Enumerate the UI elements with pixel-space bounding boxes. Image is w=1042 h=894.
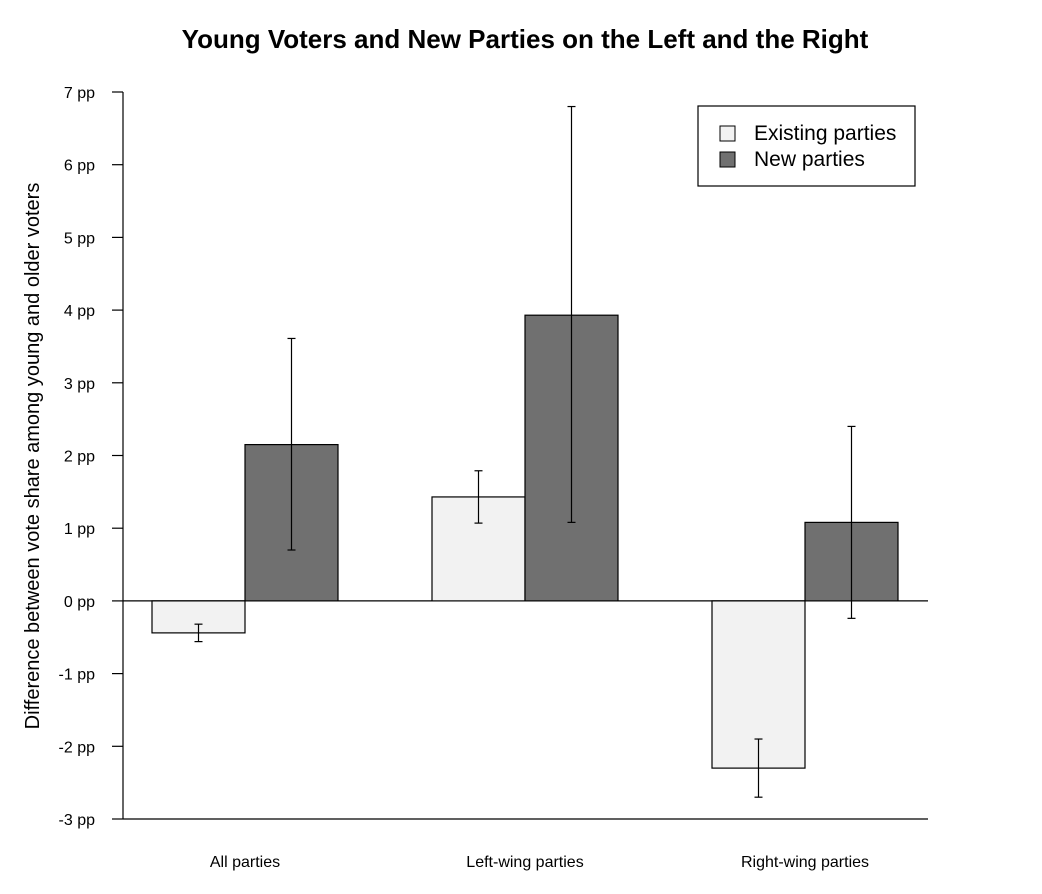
y-axis: -3 pp -2 pp -1 pp 0 pp 1 pp 2 pp 3 pp 4 pp 5 pp 6… — [59, 85, 124, 829]
legend-swatch-existing — [719, 125, 736, 142]
y-tick-label: 7 pp — [64, 85, 95, 102]
y-tick-label: -1 pp — [59, 667, 96, 684]
category-label: All parties — [210, 854, 280, 871]
y-tick-label: 6 pp — [64, 158, 95, 175]
chart-title: Young Voters and New Parties on the Left… — [182, 24, 869, 54]
legend-box — [697, 105, 916, 187]
category-labels: All parties Left-wing parties Right-wing p… — [210, 854, 869, 871]
category-label: Right-wing parties — [741, 854, 869, 871]
y-tick-label: -2 pp — [59, 739, 96, 756]
legend-swatch-new — [719, 151, 736, 168]
legend-label-new: New parties — [754, 148, 865, 171]
y-tick-label: 1 pp — [64, 521, 95, 538]
y-tick-label: 2 pp — [64, 449, 95, 466]
bars — [151, 314, 899, 769]
y-tick-label: -3 pp — [59, 812, 96, 829]
y-tick-label: 0 pp — [64, 594, 95, 611]
y-axis-title: Difference between vote share among youn… — [22, 183, 44, 730]
legend: Existing parties New parties — [697, 105, 916, 187]
y-tick-label: 5 pp — [64, 230, 95, 247]
y-tick-label: 3 pp — [64, 376, 95, 393]
legend-label-existing: Existing parties — [754, 122, 896, 145]
error-bars — [194, 105, 856, 798]
category-label: Left-wing parties — [466, 854, 583, 871]
y-tick-label: 4 pp — [64, 303, 95, 320]
